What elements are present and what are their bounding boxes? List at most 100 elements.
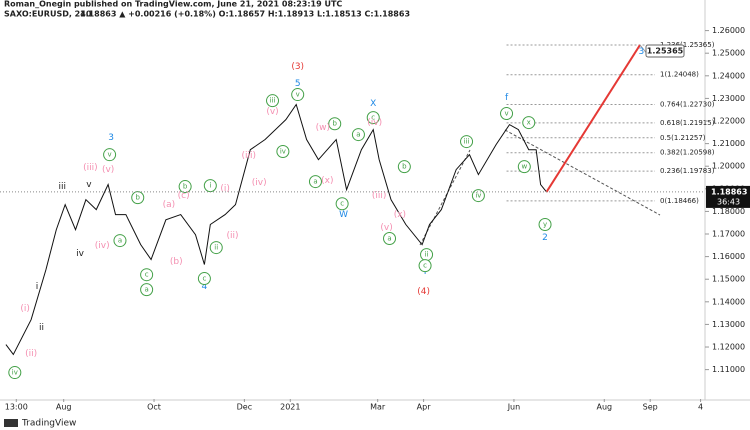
wave-circle — [209, 241, 223, 255]
wave-circle — [266, 94, 280, 108]
wave-label: (ii) — [227, 231, 239, 241]
x-tick-label: 2021 — [280, 403, 300, 412]
y-tick-label: 1.17000 — [712, 230, 745, 239]
wave-circle — [8, 366, 22, 380]
y-tick-label: 1.13000 — [712, 320, 745, 329]
x-tick-label: 13:00 — [5, 403, 28, 412]
x-tick-label: 4 — [698, 403, 703, 412]
wave-label: c — [371, 114, 375, 122]
fib-label: 1(1.24048) — [660, 71, 699, 79]
wave-label: w — [521, 163, 527, 171]
wave-label: iii — [58, 182, 66, 192]
y-tick-label: 1.24000 — [712, 71, 745, 80]
wave-label: (iii) — [242, 151, 257, 161]
wave-label: c — [145, 271, 149, 279]
wave-circle — [522, 116, 536, 130]
target-arrow — [545, 44, 641, 193]
fib-label: 0.764(1.22730) — [660, 101, 715, 109]
price-line — [5, 103, 547, 356]
wave-label: (iii) — [372, 191, 387, 201]
wave-label: (w) — [316, 123, 330, 133]
wave-label: iii — [464, 138, 470, 146]
wave-label: 3 — [108, 133, 114, 143]
wave-label: b — [183, 183, 188, 191]
wave-circle — [335, 197, 349, 211]
wave-label: c — [202, 275, 206, 283]
wave-label: (4) — [417, 287, 430, 297]
wave-label: b — [402, 163, 407, 171]
wave-circle — [113, 234, 127, 248]
x-tick-label: Apr — [417, 403, 432, 412]
wave-label: (i) — [220, 184, 230, 194]
wave-label: iv — [12, 369, 18, 377]
wave-label: i — [36, 282, 39, 292]
wave-label: a — [356, 131, 360, 139]
wave-label: (c) — [178, 191, 190, 201]
wave-circle — [517, 160, 531, 174]
y-tick-label: 1.16000 — [712, 252, 745, 261]
wave-label: ii — [214, 244, 218, 252]
wave-label: y — [543, 221, 547, 229]
x-tick-label: Sep — [643, 403, 658, 412]
last-price: 1.18863 — [711, 187, 747, 196]
wave-label: i — [209, 182, 211, 190]
fib-label: 0.382(1.20598) — [660, 149, 715, 157]
wave-label: 4 — [202, 282, 208, 292]
wave-label: a — [387, 235, 391, 243]
y-tick-label: 1.14000 — [712, 297, 745, 306]
wave-label: (v) — [102, 165, 114, 175]
wave-label: v — [504, 110, 508, 118]
wave-label: iv — [475, 192, 481, 200]
plot: 1.236(1.25365) 1(1.24048) 0.764(1.22730) 0.… — [5, 41, 715, 380]
y-tick-label: 1.23000 — [712, 94, 745, 103]
wave-label: a — [118, 237, 122, 245]
y-tick-label: 1.18000 — [712, 207, 745, 216]
wave-label: b — [136, 194, 141, 202]
publisher: Roman_Onegin published on TradingView.co… — [4, 0, 342, 9]
dashed-trend — [504, 129, 661, 216]
wave-label: (3) — [291, 62, 304, 72]
logo — [4, 419, 18, 427]
wave-label: ii — [39, 323, 44, 333]
wave-circle — [418, 259, 432, 273]
wave-circle — [276, 145, 290, 159]
target-callout — [645, 44, 685, 58]
x-tick-label: Jun — [507, 403, 521, 412]
x-tick-label: Mar — [370, 403, 386, 412]
wave-label: (v) — [266, 107, 278, 117]
wave-circle — [140, 283, 154, 297]
wave-label: c — [423, 262, 427, 270]
wave-label: (iv) — [367, 118, 382, 128]
wave-label: W — [339, 210, 348, 220]
wave-circle — [140, 268, 154, 282]
wave-circle — [308, 175, 322, 189]
wave-circle — [366, 111, 380, 125]
wave-label: v — [108, 151, 112, 159]
y-tick-label: 1.26000 — [712, 26, 745, 35]
x-tick-label: Dec — [237, 403, 252, 412]
y-tick-label: 1.12000 — [712, 343, 745, 352]
wave-circle — [460, 135, 474, 149]
fib-label: 0.5(1.21257) — [660, 134, 706, 142]
last-price-box — [706, 185, 750, 208]
wave-label: b — [333, 120, 338, 128]
wave-circle — [131, 191, 145, 205]
x-tick-label: Oct — [147, 403, 161, 412]
wave-circle — [383, 232, 397, 246]
y-tick-label: 1.21000 — [712, 139, 745, 148]
wave-label: (x) — [321, 176, 333, 186]
wave-label: iii — [270, 97, 276, 105]
symbol: SAXO:EURUSD, 240 — [4, 10, 92, 19]
wave-circle — [291, 88, 305, 102]
fib-label: 0.236(1.19783) — [660, 167, 715, 175]
wave-label: X — [370, 99, 376, 109]
wave-label: v — [296, 91, 300, 99]
wave-label: 3 — [638, 47, 644, 57]
fib-label: 1.236(1.25365) — [660, 41, 715, 49]
footer-brand: TradingView — [21, 419, 76, 429]
x-tick-label: Aug — [596, 403, 612, 412]
wave-circle — [178, 180, 192, 194]
wave-label: a — [313, 178, 317, 186]
wave-circle — [397, 160, 411, 174]
